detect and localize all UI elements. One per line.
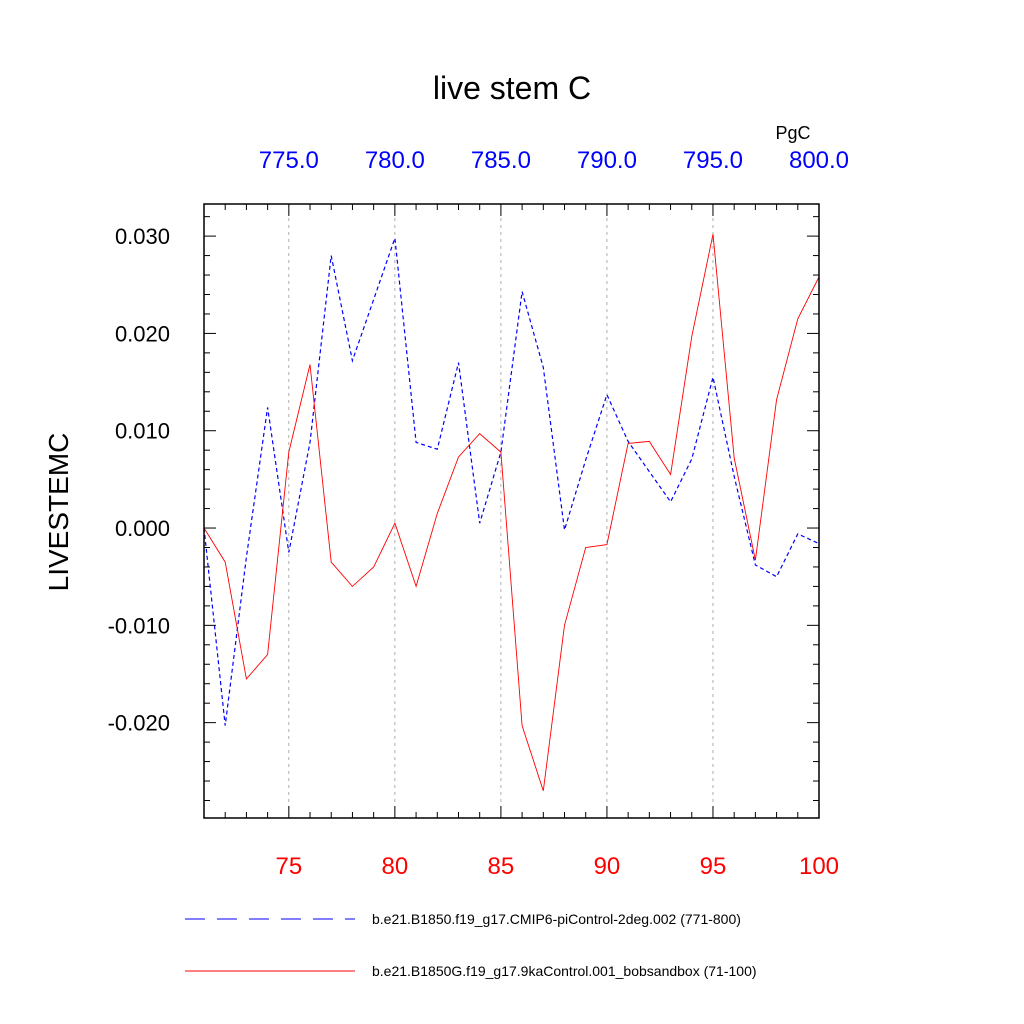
x-tick-label-bottom: 95 — [700, 853, 727, 880]
tick-labels: 75 80 85 90 95 100 775.0 780.0 785.0 790.0 795.0 80… — [108, 147, 849, 880]
legend-label-series-1: b.e21.B1850.f19_g17.CMIP6-piControl-2deg… — [372, 911, 741, 927]
plot-frame — [203, 203, 820, 819]
legend: b.e21.B1850.f19_g17.CMIP6-piControl-2deg… — [185, 911, 757, 979]
y-axis-label: LIVESTEMC — [43, 433, 74, 592]
x-tick-label-top: 790.0 — [577, 147, 637, 174]
series-line-2 — [203, 234, 820, 791]
units-label: PgC — [775, 123, 810, 143]
x-tick-label-top: 795.0 — [683, 147, 743, 174]
series-group — [203, 234, 820, 791]
chart-title: live stem C — [433, 70, 591, 106]
x-tick-label-bottom: 85 — [488, 853, 515, 880]
x-tick-label-bottom: 90 — [594, 853, 621, 880]
axis-ticks — [203, 204, 820, 818]
y-tick-label: 0.010 — [115, 419, 170, 444]
y-tick-label: -0.010 — [108, 613, 170, 638]
y-tick-label: 0.020 — [115, 321, 170, 346]
x-tick-label-bottom: 75 — [275, 853, 302, 880]
x-tick-label-top: 775.0 — [259, 147, 319, 174]
x-tick-label-bottom: 100 — [799, 853, 839, 880]
x-tick-label-top: 800.0 — [789, 147, 849, 174]
x-tick-label-bottom: 80 — [382, 853, 409, 880]
y-tick-label: 0.000 — [115, 516, 170, 541]
x-tick-label-top: 785.0 — [471, 147, 531, 174]
legend-label-series-2: b.e21.B1850G.f19_g17.9kaControl.001_bobs… — [372, 963, 757, 979]
y-tick-label: -0.020 — [108, 711, 170, 736]
gridlines — [288, 204, 714, 818]
series-line-1 — [203, 237, 820, 726]
x-tick-label-top: 780.0 — [365, 147, 425, 174]
y-tick-label: 0.030 — [115, 224, 170, 249]
